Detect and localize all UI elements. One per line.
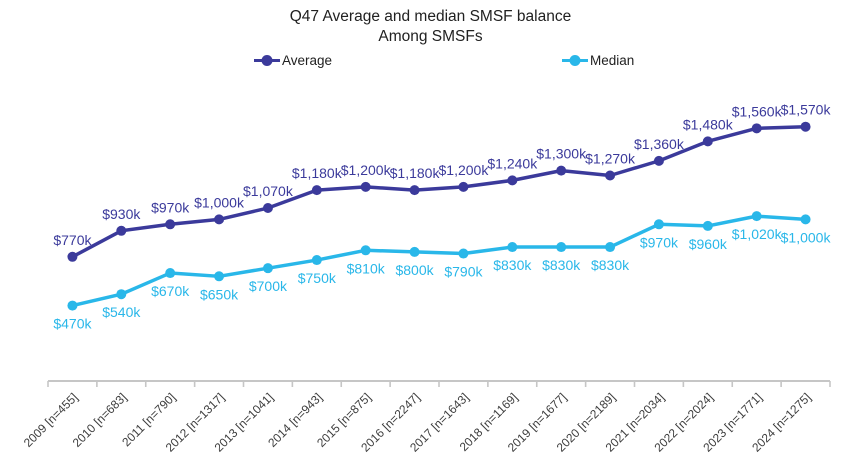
median-point[interactable] [409,246,420,257]
median-point[interactable] [116,289,127,300]
average-point[interactable] [605,170,616,181]
median-point-label: $670k [151,283,190,299]
average-point-label: $1,180k [390,165,441,181]
average-point[interactable] [458,181,469,192]
average-point-label: $1,200k [341,162,392,178]
average-point-label: $970k [151,199,190,215]
median-point-label: $970k [640,234,679,250]
median-point[interactable] [67,300,78,311]
average-point-label: $1,480k [683,116,734,132]
average-point-label: $1,270k [585,150,636,166]
median-point-label: $750k [298,270,337,286]
average-point-label: $770k [53,232,92,248]
median-point-label: $1,020k [732,226,783,242]
average-point-label: $1,570k [781,102,832,118]
average-point[interactable] [751,123,762,134]
median-point[interactable] [605,242,616,253]
average-point-label: $1,240k [487,155,538,171]
chart-title: Q47 Average and median SMSF balance Amon… [0,7,861,47]
chart-title-line2: Among SMSFs [378,28,483,45]
median-point[interactable] [653,219,664,230]
average-point[interactable] [653,155,664,166]
average-point[interactable] [214,214,225,225]
average-line-marker-icon [254,54,280,67]
median-point[interactable] [800,214,811,225]
median-point[interactable] [702,220,713,231]
median-point-label: $830k [591,257,630,273]
average-point[interactable] [507,175,518,186]
average-point[interactable] [311,185,322,196]
legend-label-median: Median [590,53,635,68]
average-point-label: $1,070k [243,183,294,199]
average-point-label: $1,000k [194,194,245,210]
median-point-label: $540k [102,304,141,320]
legend-label-average: Average [282,53,333,68]
median-point-label: $700k [249,278,288,294]
chart-title-line1: Q47 Average and median SMSF balance [289,8,572,25]
median-point-label: $830k [493,257,532,273]
average-point[interactable] [702,136,713,147]
average-point[interactable] [409,185,420,196]
legend-item-average[interactable]: Average [254,53,332,68]
average-line [70,124,808,259]
average-point[interactable] [800,121,811,132]
median-point-label: $470k [53,316,92,332]
average-point[interactable] [556,165,567,176]
average-point-label: $1,300k [536,146,587,162]
median-point[interactable] [556,242,567,253]
median-point-label: $960k [689,236,728,252]
average-point[interactable] [262,203,273,214]
average-point-label: $1,560k [732,103,783,119]
median-point-label: $810k [347,260,386,276]
median-point[interactable] [165,268,176,279]
average-point-label: $930k [102,206,141,222]
average-point[interactable] [67,251,78,262]
legend-item-median[interactable]: Median [562,53,634,68]
average-point[interactable] [360,181,371,192]
median-point[interactable] [262,263,273,274]
median-point[interactable] [311,255,322,266]
average-point-label: $1,180k [292,165,343,181]
average-point-label: $1,200k [439,162,490,178]
median-point-label: $830k [542,257,581,273]
median-point-label: $800k [395,262,434,278]
median-line [70,214,808,308]
average-point-label: $1,360k [634,136,685,152]
median-point[interactable] [751,211,762,222]
average-point[interactable] [165,219,176,230]
median-line-marker-icon [562,54,588,67]
median-point-label: $1,000k [781,229,832,245]
median-point-label: $790k [444,264,483,280]
average-point[interactable] [116,225,127,236]
median-point[interactable] [360,245,371,256]
median-point[interactable] [214,271,225,282]
median-point-label: $650k [200,286,239,302]
median-point[interactable] [507,242,518,253]
median-point[interactable] [458,248,469,259]
